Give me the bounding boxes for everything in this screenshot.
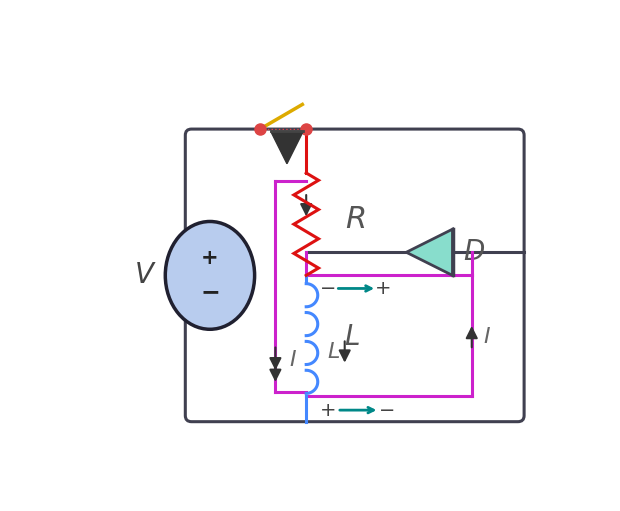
Text: L: L	[327, 342, 339, 362]
Text: R: R	[345, 205, 367, 234]
Text: I: I	[289, 350, 296, 370]
Text: −: −	[319, 279, 336, 298]
Polygon shape	[271, 131, 303, 164]
Text: +: +	[375, 279, 391, 298]
Text: D: D	[463, 238, 485, 266]
Text: +: +	[201, 248, 219, 268]
Polygon shape	[406, 229, 453, 275]
Text: I: I	[484, 327, 490, 347]
Text: −: −	[379, 401, 395, 420]
Text: V: V	[135, 262, 154, 289]
Ellipse shape	[166, 221, 255, 329]
Text: −: −	[200, 281, 220, 305]
Text: L: L	[345, 323, 360, 351]
Text: +: +	[319, 401, 336, 420]
